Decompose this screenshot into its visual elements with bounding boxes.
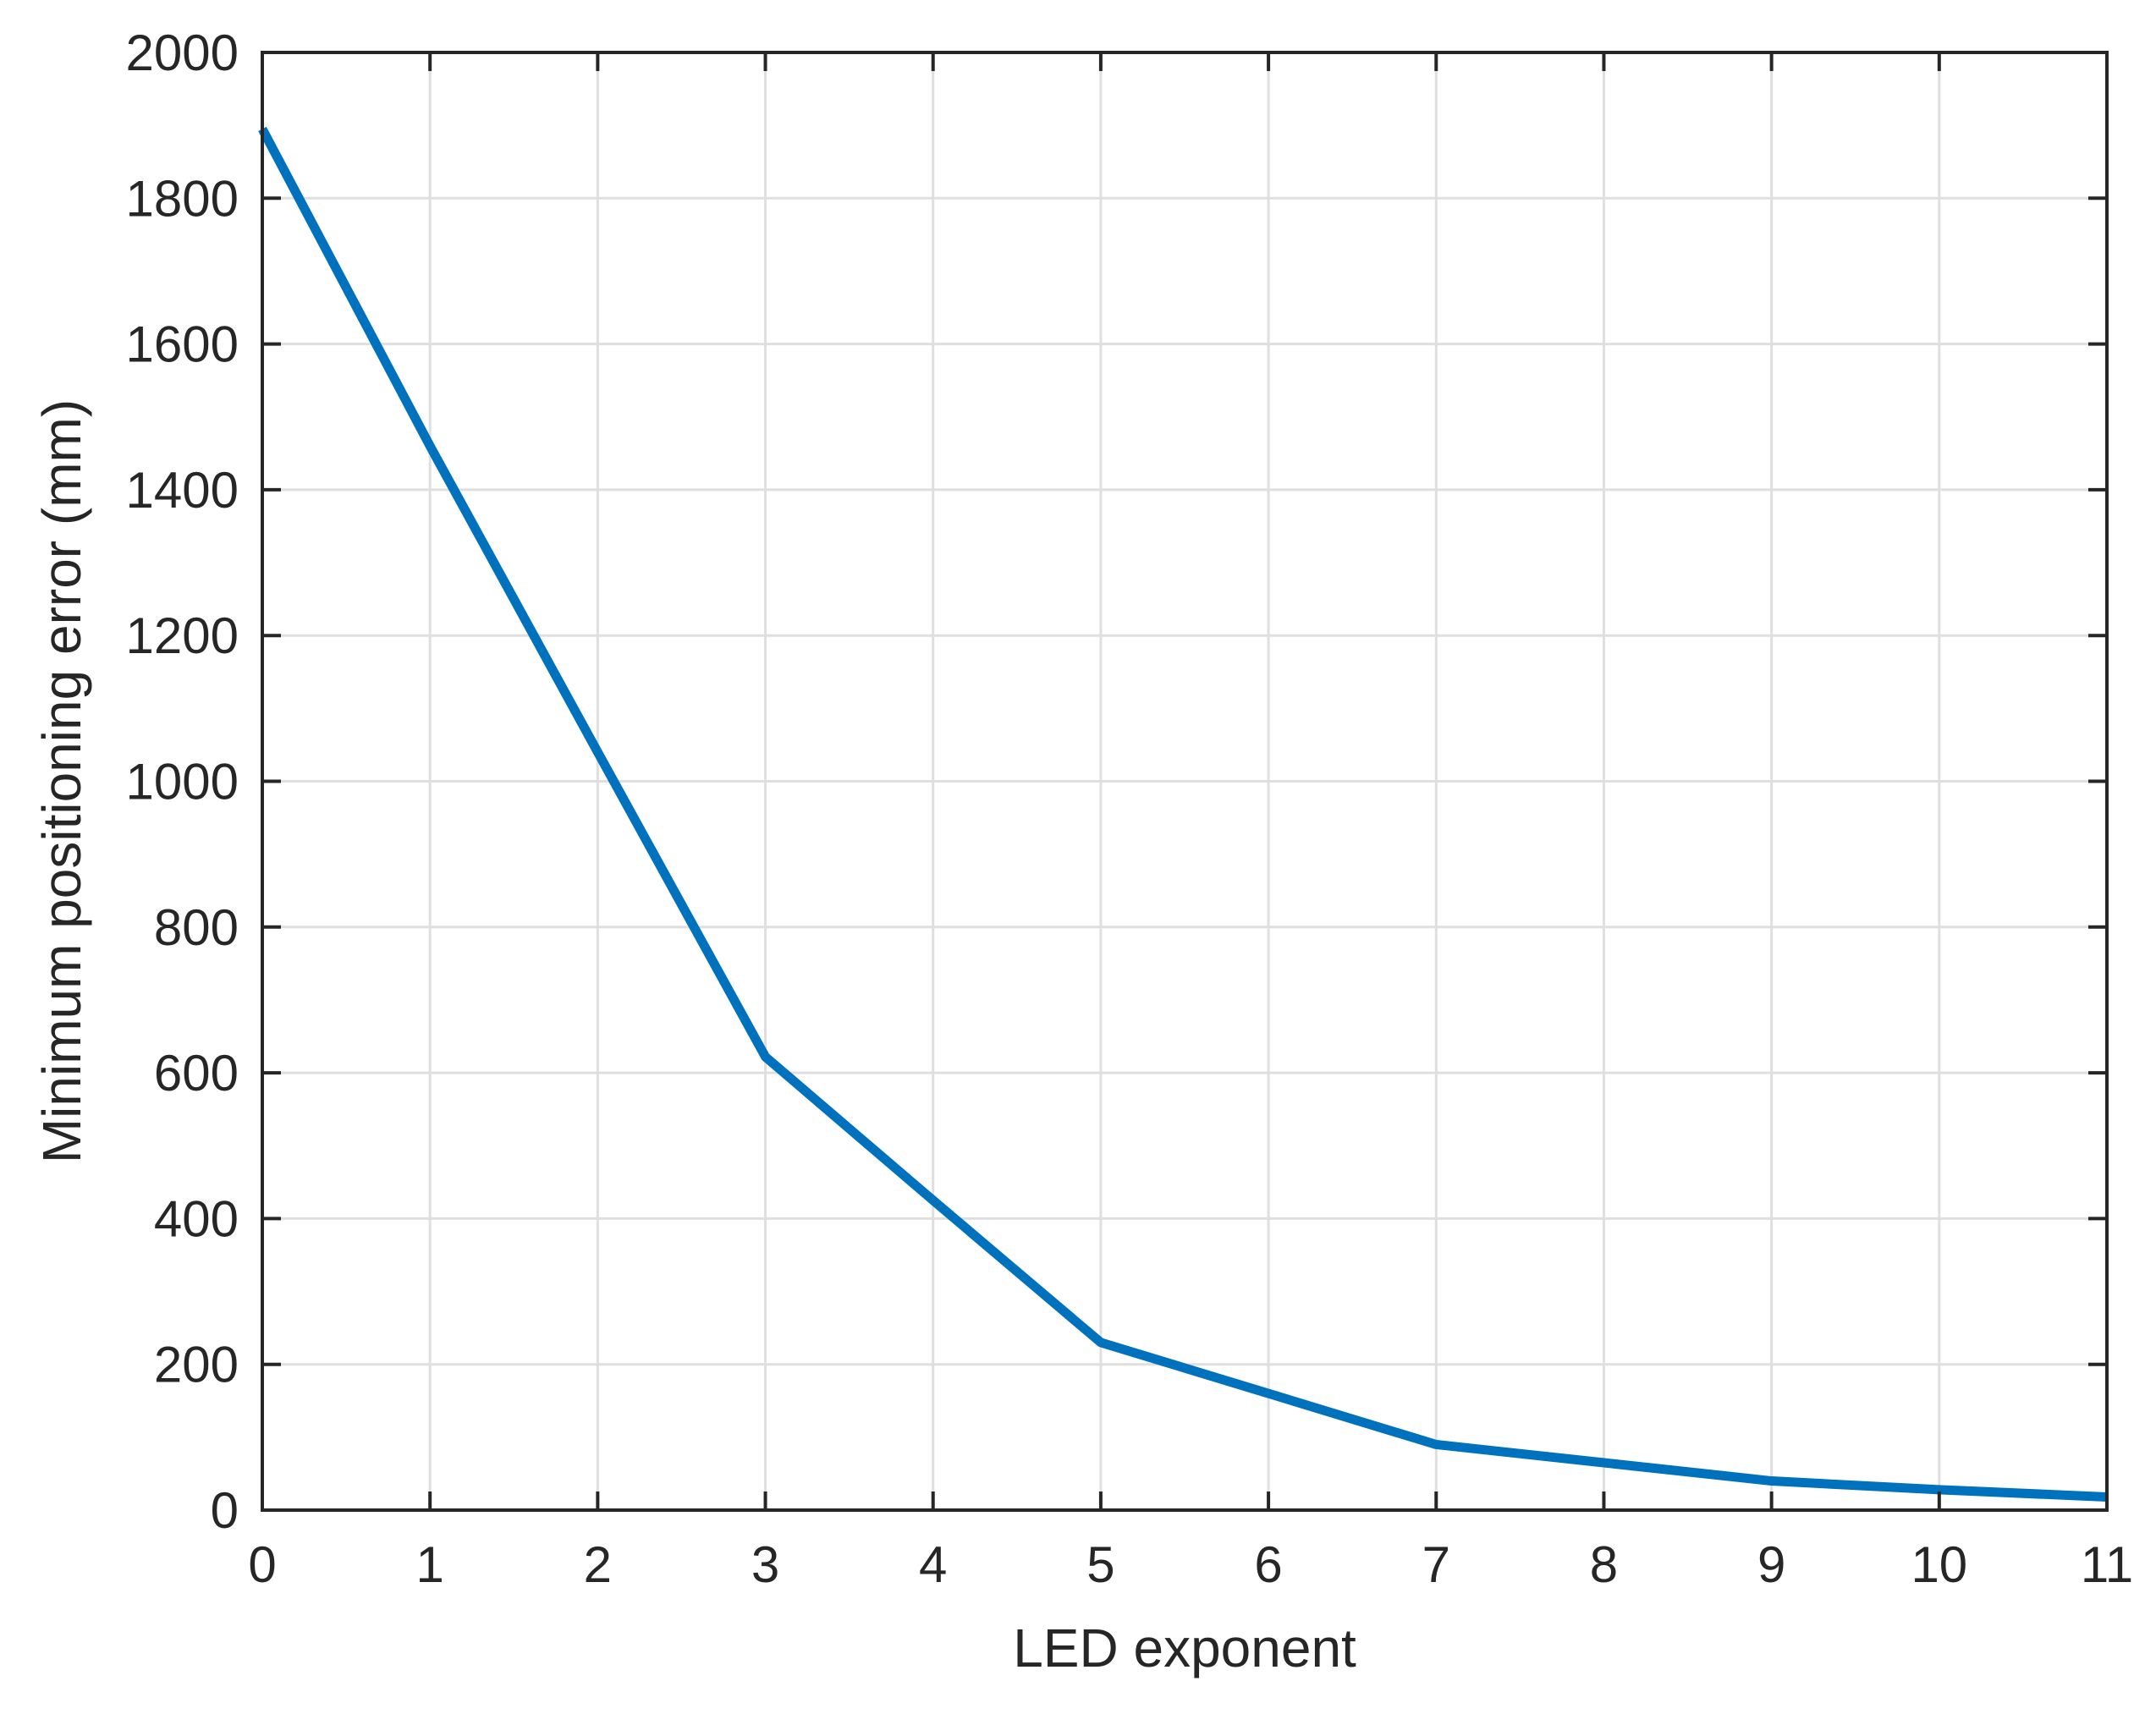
y-tick-label: 0 [211,1482,239,1539]
y-tick-label: 600 [154,1045,239,1101]
x-tick-label: 2 [584,1536,612,1593]
y-tick-label: 1200 [126,607,239,664]
axis-ticks [261,51,2109,1512]
x-tick-labels: 0 1 2 3 4 5 6 7 8 9 10 11 [248,1536,2133,1593]
x-tick-label: 6 [1254,1536,1282,1593]
x-axis-label: LED exponent [1013,1618,1356,1678]
x-tick-label: 0 [248,1536,276,1593]
y-tick-label: 400 [154,1190,239,1247]
x-tick-label: 8 [1590,1536,1618,1593]
grid-lines [261,51,2109,1512]
y-tick-label: 1400 [126,462,239,519]
x-tick-label: 5 [1086,1536,1114,1593]
y-tick-label: 1800 [126,170,239,227]
series-layer [258,126,2108,1502]
x-tick-label: 1 [415,1536,443,1593]
x-tick-label: 11 [2081,1536,2133,1593]
x-tick-label: 3 [751,1536,779,1593]
x-tick-label: 7 [1422,1536,1450,1593]
y-tick-label: 200 [154,1337,239,1393]
y-tick-label: 1600 [126,316,239,373]
y-tick-label: 2000 [126,25,239,81]
series-line [258,126,2108,1502]
x-tick-label: 10 [1911,1536,1967,1593]
y-tick-labels: 0 200 400 600 800 1000 1200 1400 1600 1800 2000 [126,25,239,1539]
x-tick-label: 9 [1757,1536,1785,1593]
y-axis-label: Minimum positioning error (mm) [31,399,92,1163]
y-tick-label: 800 [154,899,239,956]
y-tick-label: 1000 [126,754,239,810]
x-tick-label: 4 [919,1536,947,1593]
